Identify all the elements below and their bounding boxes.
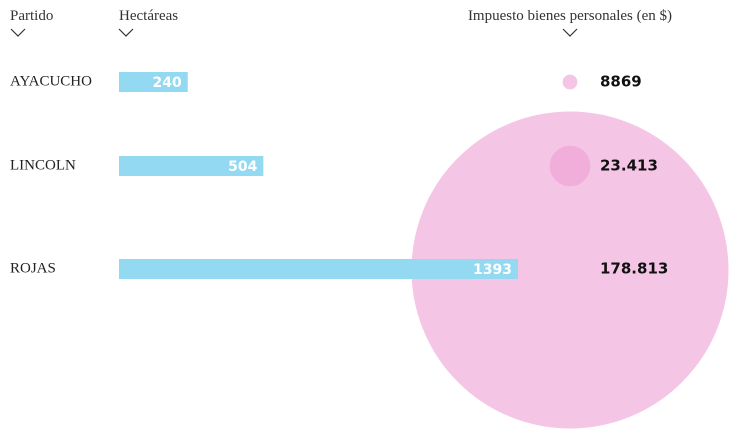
column-header: Hectáreas (119, 8, 178, 24)
category-label: AYACUCHO (10, 73, 92, 89)
bar (119, 156, 264, 176)
sort-icon[interactable] (10, 28, 26, 37)
bar (119, 72, 188, 92)
bar-label: 1393 (473, 262, 512, 278)
sort-icon[interactable] (118, 28, 134, 37)
sort-icon[interactable] (562, 28, 578, 37)
column-header: Partido (10, 8, 53, 24)
column-header: Impuesto bienes personales (en $) (468, 8, 672, 24)
bubble-label: 23.413 (600, 157, 658, 175)
category-label: ROJAS (10, 260, 56, 276)
bubble-label: 178.813 (600, 260, 668, 278)
bubble (561, 73, 579, 91)
bubble-label: 8869 (600, 73, 642, 91)
bar (119, 259, 518, 279)
bar-label: 504 (228, 159, 257, 175)
category-label: LINCOLN (10, 157, 76, 173)
bar-label: 240 (153, 75, 182, 91)
